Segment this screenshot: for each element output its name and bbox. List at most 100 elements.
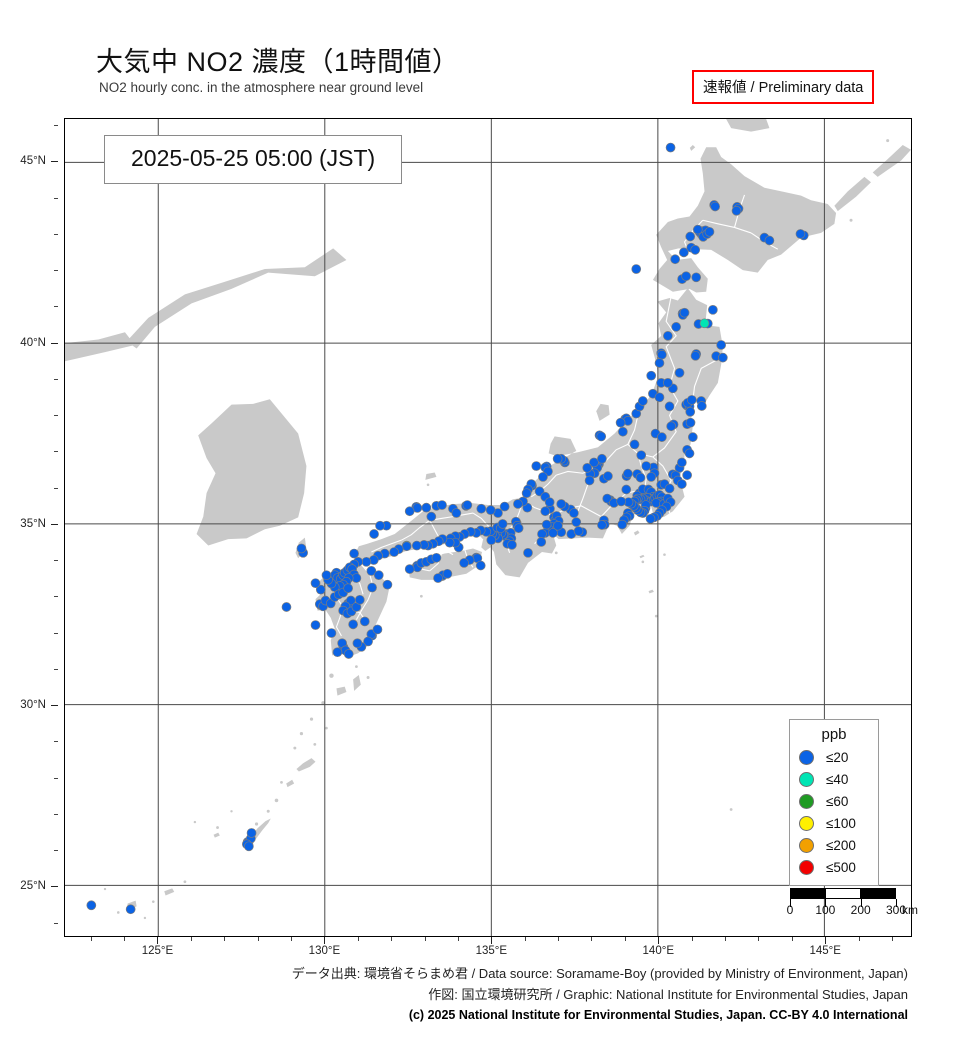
station-marker[interactable] [631,264,642,274]
station-marker[interactable] [433,573,443,583]
station-marker[interactable] [589,457,599,468]
station-marker[interactable] [499,501,510,512]
station-marker[interactable] [573,526,584,536]
station-marker[interactable] [795,229,806,239]
station-marker[interactable] [597,453,607,464]
station-marker[interactable] [685,417,696,428]
station-marker[interactable] [315,584,326,595]
station-marker[interactable] [538,472,548,482]
station-marker[interactable] [657,432,667,442]
station-marker[interactable] [537,529,547,539]
station-marker[interactable] [431,552,442,563]
station-marker[interactable] [646,472,657,482]
station-marker[interactable] [459,558,469,568]
station-marker[interactable] [369,529,379,539]
station-marker[interactable] [708,304,718,315]
station-marker[interactable] [677,457,687,468]
station-marker[interactable] [670,254,680,265]
station-marker[interactable] [281,602,292,612]
station-marker[interactable] [665,142,676,153]
station-marker[interactable] [664,483,675,494]
station-marker[interactable] [401,541,412,552]
station-marker[interactable] [451,508,462,518]
station-marker[interactable] [657,349,667,360]
station-marker[interactable] [363,636,373,647]
station-marker[interactable] [326,628,337,638]
station-marker[interactable] [86,900,97,911]
station-marker[interactable] [244,841,254,852]
station-marker[interactable] [663,331,673,341]
map-plot-area[interactable] [64,118,912,937]
station-marker[interactable] [629,439,640,450]
station-marker[interactable] [507,540,517,550]
station-marker[interactable] [375,520,385,531]
station-marker[interactable] [296,543,307,554]
station-marker[interactable] [678,247,689,258]
station-marker[interactable] [569,508,579,518]
station-marker[interactable] [352,638,363,649]
station-marker[interactable] [382,579,393,590]
station-marker[interactable] [699,318,710,329]
station-marker[interactable] [348,619,358,630]
station-marker[interactable] [635,472,646,483]
station-marker[interactable] [696,401,707,411]
station-marker[interactable] [618,426,628,437]
station-marker[interactable] [584,475,595,486]
station-marker[interactable] [636,450,647,461]
station-marker[interactable] [764,235,775,246]
station-marker[interactable] [685,231,696,242]
station-marker[interactable] [704,226,715,237]
station-marker[interactable] [361,556,372,567]
station-marker[interactable] [616,496,627,507]
station-marker[interactable] [354,594,365,605]
station-marker[interactable] [359,616,370,627]
station-marker[interactable] [389,547,399,557]
station-marker[interactable] [497,519,508,529]
station-marker[interactable] [310,578,321,589]
station-marker[interactable] [246,828,257,838]
station-marker[interactable] [421,502,432,513]
station-marker[interactable] [571,517,582,527]
station-marker[interactable] [603,471,613,481]
station-marker[interactable] [615,417,626,428]
station-marker[interactable] [476,503,487,514]
station-marker[interactable] [373,570,384,581]
station-marker[interactable] [663,378,673,388]
station-marker[interactable] [690,350,701,361]
station-marker[interactable] [462,500,473,510]
station-marker[interactable] [716,340,726,350]
station-marker[interactable] [552,453,563,464]
station-marker[interactable] [596,431,607,442]
station-marker[interactable] [486,535,497,546]
station-marker[interactable] [310,620,321,630]
station-marker[interactable] [674,367,685,378]
station-marker[interactable] [125,904,136,915]
station-marker[interactable] [666,421,677,432]
station-marker[interactable] [654,392,665,403]
station-marker[interactable] [691,272,702,283]
station-marker[interactable] [671,322,681,332]
station-marker[interactable] [654,358,665,368]
station-marker[interactable] [645,513,656,524]
station-marker[interactable] [641,461,652,471]
station-marker[interactable] [687,432,698,442]
station-marker[interactable] [597,520,607,530]
station-marker[interactable] [404,564,415,574]
station-marker[interactable] [437,500,447,510]
station-marker[interactable] [485,505,496,515]
station-marker[interactable] [646,370,657,381]
station-marker[interactable] [536,537,547,547]
station-marker[interactable] [411,540,422,551]
station-marker[interactable] [681,271,691,282]
station-marker[interactable] [692,224,703,235]
station-marker[interactable] [321,570,332,581]
station-marker[interactable] [541,519,552,530]
station-marker[interactable] [718,352,728,363]
station-marker[interactable] [513,499,523,509]
station-marker[interactable] [544,497,555,508]
station-markers-layer[interactable] [65,119,911,936]
station-marker[interactable] [684,448,695,459]
station-marker[interactable] [367,582,377,593]
station-marker[interactable] [617,519,628,530]
station-marker[interactable] [582,463,593,473]
